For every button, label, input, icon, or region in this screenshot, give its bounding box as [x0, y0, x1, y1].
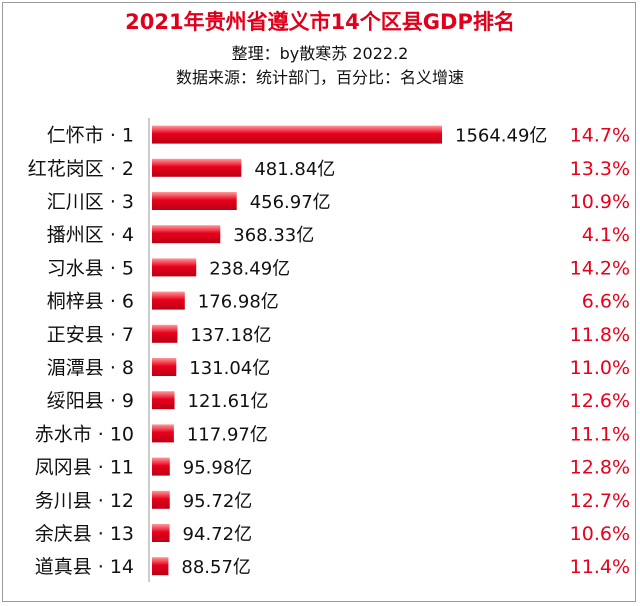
value-label: 117.97亿 — [187, 424, 268, 445]
growth-label: 13.3% — [570, 158, 630, 180]
value-label: 131.04亿 — [189, 358, 270, 379]
bar — [152, 158, 242, 177]
chart-title: 2021年贵州省遵义市14个区县GDP排名 — [125, 10, 515, 34]
category-label: 赤水市 · 10 — [35, 423, 134, 445]
bar — [152, 424, 174, 443]
growth-label: 12.6% — [570, 390, 630, 412]
bar — [152, 358, 177, 376]
category-label: 湄潭县 · 8 — [47, 357, 134, 379]
bar — [152, 490, 170, 509]
category-label: 桐梓县 · 6 — [47, 291, 134, 313]
bar — [152, 125, 442, 144]
growth-label: 4.1% — [582, 224, 630, 246]
category-label: 余庆县 · 13 — [35, 523, 134, 545]
category-label: 汇川区 · 3 — [47, 191, 134, 213]
growth-label: 10.6% — [570, 523, 630, 545]
value-label: 368.33亿 — [233, 225, 314, 246]
value-label: 94.72亿 — [183, 524, 253, 545]
category-label: 仁怀市 · 1 — [47, 125, 134, 147]
growth-label: 11.0% — [570, 357, 630, 379]
category-label: 道真县 · 14 — [35, 556, 134, 578]
category-label: 务川县 · 12 — [35, 490, 134, 512]
growth-label: 14.7% — [570, 125, 630, 147]
chart-subtitle: 整理：by散寒苏 2022.2 — [231, 44, 409, 63]
value-label: 88.57亿 — [181, 557, 251, 578]
value-label: 137.18亿 — [190, 325, 271, 346]
bar — [152, 391, 175, 410]
growth-label: 6.6% — [582, 291, 630, 313]
growth-label: 11.4% — [570, 556, 630, 578]
growth-label: 14.2% — [570, 257, 630, 279]
value-label: 95.72亿 — [183, 491, 253, 512]
bar — [152, 457, 170, 476]
bar — [152, 225, 221, 244]
bar — [152, 524, 170, 542]
growth-label: 12.7% — [570, 490, 630, 512]
bar — [152, 291, 185, 310]
value-label: 95.98亿 — [183, 458, 253, 479]
value-label: 121.61亿 — [188, 391, 269, 412]
value-label: 481.84亿 — [254, 159, 335, 180]
chart-source-note: 数据来源：统计部门，百分比：名义增速 — [175, 68, 464, 87]
bar — [152, 557, 169, 576]
growth-label: 11.1% — [570, 423, 630, 445]
category-label: 习水县 · 5 — [47, 257, 134, 279]
bar — [152, 258, 197, 277]
growth-label: 12.8% — [570, 457, 630, 479]
value-label: 1564.49亿 — [455, 126, 547, 147]
category-label: 播州区 · 4 — [47, 224, 134, 246]
value-label: 176.98亿 — [198, 292, 279, 313]
value-label: 456.97亿 — [250, 192, 331, 213]
growth-label: 10.9% — [570, 191, 630, 213]
category-label: 正安县 · 7 — [47, 324, 134, 346]
growth-label: 11.8% — [570, 324, 630, 346]
category-label: 绥阳县 · 9 — [47, 390, 134, 412]
bar — [152, 192, 237, 210]
value-label: 238.49亿 — [209, 258, 290, 279]
bar — [152, 324, 178, 343]
category-label: 凤冈县 · 11 — [35, 457, 134, 479]
category-label: 红花岗区 · 2 — [28, 158, 134, 180]
